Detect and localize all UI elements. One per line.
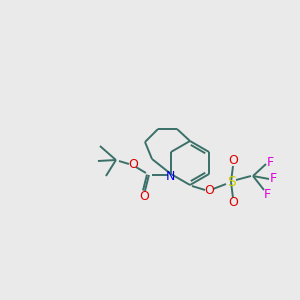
Text: S: S	[226, 175, 236, 189]
Text: O: O	[204, 184, 214, 196]
Text: F: F	[263, 188, 271, 200]
Text: O: O	[128, 158, 138, 172]
Text: O: O	[139, 190, 149, 202]
Text: O: O	[228, 154, 238, 167]
Text: O: O	[228, 196, 238, 209]
Text: F: F	[269, 172, 277, 185]
Text: F: F	[266, 155, 274, 169]
Text: N: N	[165, 169, 175, 182]
